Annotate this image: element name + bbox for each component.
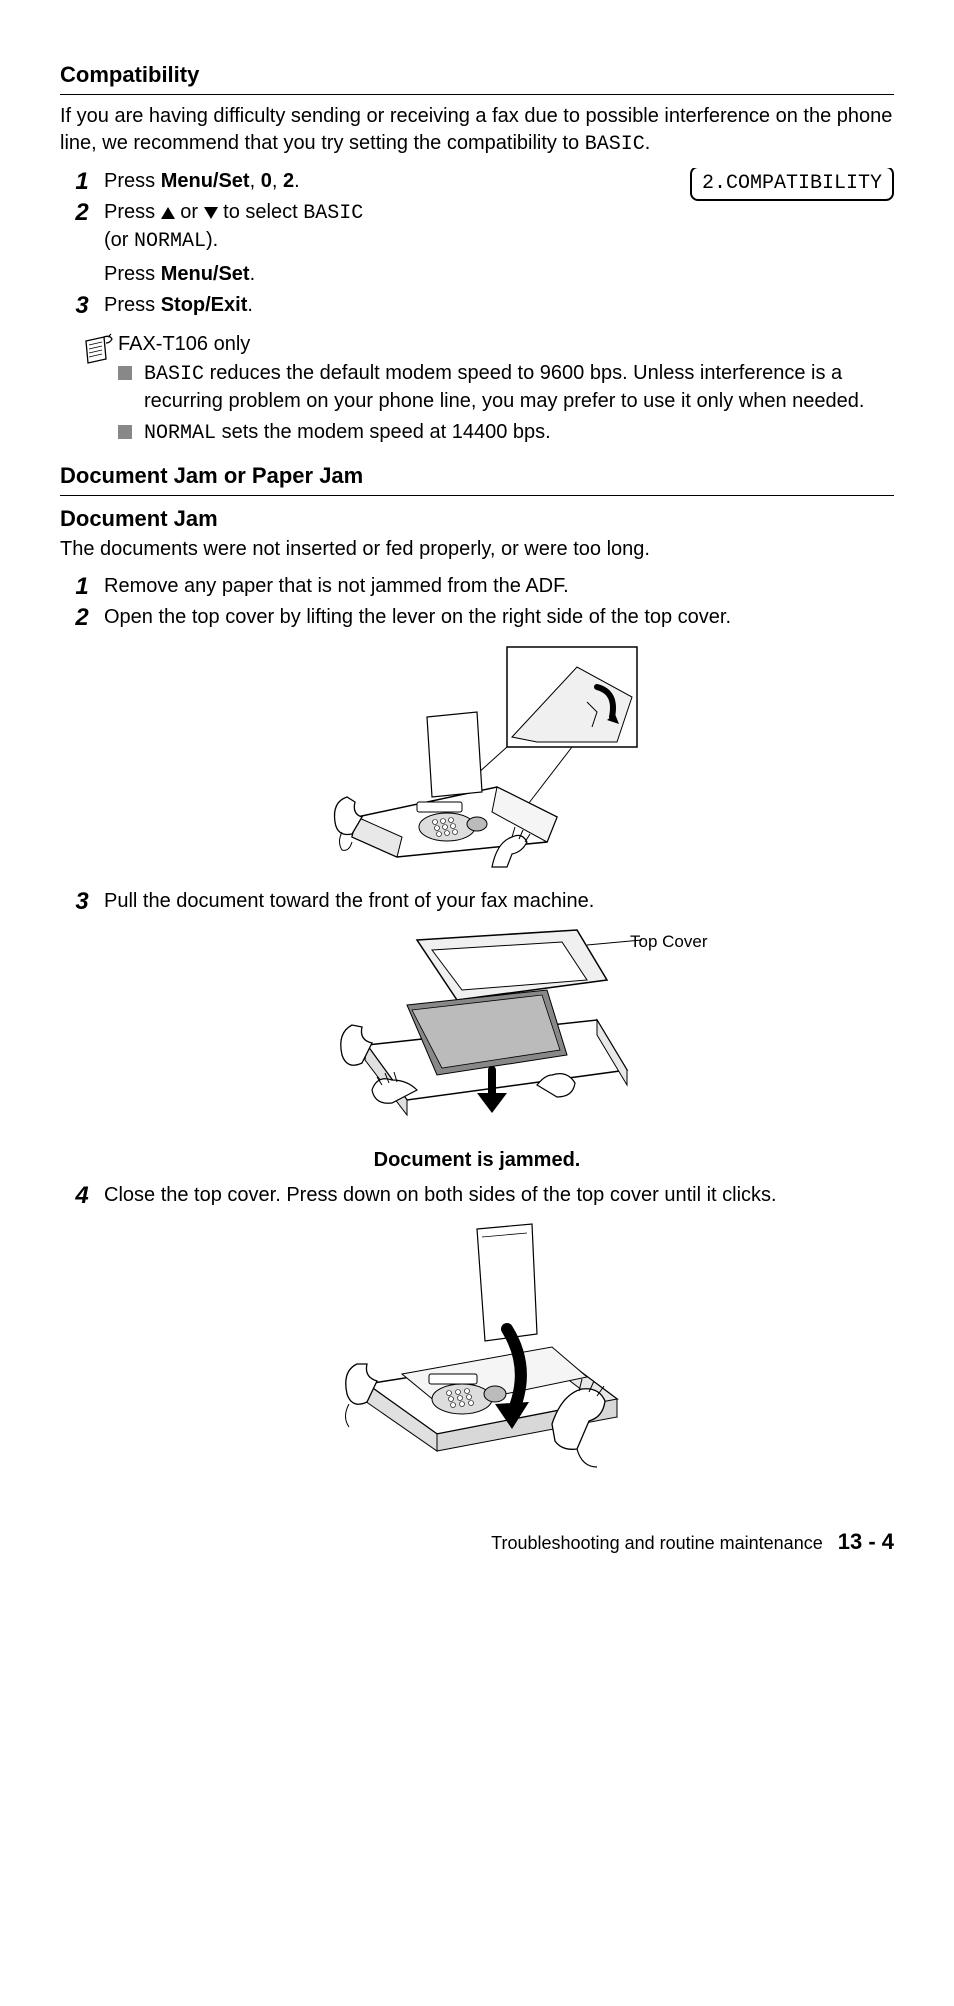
text: . bbox=[294, 170, 300, 192]
jam-intro: The documents were not inserted or fed p… bbox=[60, 536, 894, 563]
text: to select bbox=[218, 201, 304, 223]
note-block: FAX-T106 only BASIC reduces the default … bbox=[84, 331, 894, 451]
text: (or bbox=[104, 229, 134, 251]
step-2: 2 Open the top cover by lifting the leve… bbox=[60, 604, 894, 631]
text-mono: BASIC bbox=[585, 133, 645, 156]
bullet-text: BASIC reduces the default modem speed to… bbox=[144, 360, 894, 415]
illustration-2: Top Cover Document is jammed. bbox=[60, 925, 894, 1174]
bullet-text: NORMAL sets the modem speed at 14400 bps… bbox=[144, 419, 551, 447]
jam-steps-b: 3 Pull the document toward the front of … bbox=[60, 888, 894, 915]
text: sets the modem speed at 14400 bps. bbox=[216, 421, 551, 443]
top-cover-label: Top Cover bbox=[630, 931, 707, 954]
text: reduces the default modem speed to 9600 … bbox=[144, 362, 864, 412]
compat-intro: If you are having difficulty sending or … bbox=[60, 103, 894, 158]
step-number: 4 bbox=[60, 1182, 104, 1209]
illustration-caption: Document is jammed. bbox=[60, 1147, 894, 1174]
step-3: 3 Press Stop/Exit. bbox=[60, 292, 894, 319]
heading-compatibility: Compatibility bbox=[60, 60, 894, 95]
step-4: 4 Close the top cover. Press down on bot… bbox=[60, 1182, 894, 1209]
lcd-display: 2.COMPATIBILITY bbox=[690, 168, 894, 201]
bullet-icon bbox=[118, 425, 132, 439]
text-bold: Stop/Exit bbox=[161, 294, 248, 316]
list-item: NORMAL sets the modem speed at 14400 bps… bbox=[118, 419, 894, 447]
step-text: Press Stop/Exit. bbox=[104, 292, 894, 319]
step-1: 1 Press Menu/Set, 0, 2. bbox=[60, 168, 690, 195]
down-arrow-icon bbox=[204, 207, 218, 219]
text: Press bbox=[104, 294, 161, 316]
step-text: Press Menu/Set, 0, 2. bbox=[104, 168, 690, 195]
bullet-icon bbox=[118, 366, 132, 380]
text: If you are having difficulty sending or … bbox=[60, 105, 892, 154]
step-number: 1 bbox=[60, 168, 104, 195]
step-2: 2 Press or to select BASIC (or NORMAL). … bbox=[60, 199, 690, 288]
illustration-3 bbox=[60, 1219, 894, 1487]
text: ). bbox=[206, 229, 218, 251]
text-mono: BASIC bbox=[144, 363, 204, 386]
illustration-1 bbox=[60, 642, 894, 880]
up-arrow-icon bbox=[161, 207, 175, 219]
text: Press bbox=[104, 201, 161, 223]
step-text: Pull the document toward the front of yo… bbox=[104, 888, 894, 915]
note-icon bbox=[84, 331, 118, 375]
step-number: 1 bbox=[60, 573, 104, 600]
text-mono: BASIC bbox=[303, 202, 363, 225]
step-3: 3 Pull the document toward the front of … bbox=[60, 888, 894, 915]
text-mono: NORMAL bbox=[134, 230, 206, 253]
text-mono: NORMAL bbox=[144, 422, 216, 445]
page-footer: Troubleshooting and routine maintenance … bbox=[60, 1527, 894, 1557]
text: or bbox=[175, 201, 204, 223]
text-bold: Menu/Set bbox=[161, 263, 250, 285]
text-bold: 2 bbox=[283, 170, 294, 192]
text: . bbox=[645, 132, 651, 154]
footer-text: Troubleshooting and routine maintenance bbox=[491, 1533, 823, 1553]
step-number: 2 bbox=[60, 604, 104, 631]
subheading-doc-jam: Document Jam bbox=[60, 504, 894, 534]
step-1: 1 Remove any paper that is not jammed fr… bbox=[60, 573, 894, 600]
step-text: Press or to select BASIC (or NORMAL). Pr… bbox=[104, 199, 464, 288]
text: Press bbox=[104, 263, 161, 285]
text: , bbox=[272, 170, 283, 192]
step-number: 3 bbox=[60, 888, 104, 915]
jam-steps-c: 4 Close the top cover. Press down on bot… bbox=[60, 1182, 894, 1209]
text-bold: 0 bbox=[261, 170, 272, 192]
heading-jam: Document Jam or Paper Jam bbox=[60, 461, 894, 496]
list-item: BASIC reduces the default modem speed to… bbox=[118, 360, 894, 415]
step-text: Close the top cover. Press down on both … bbox=[104, 1182, 894, 1209]
note-bullets: BASIC reduces the default modem speed to… bbox=[118, 360, 894, 447]
text: . bbox=[247, 294, 253, 316]
step-text: Remove any paper that is not jammed from… bbox=[104, 573, 894, 600]
note-title: FAX-T106 only bbox=[118, 331, 894, 358]
text: , bbox=[250, 170, 261, 192]
page-number: 13 - 4 bbox=[838, 1529, 894, 1554]
step-number: 3 bbox=[60, 292, 104, 319]
step-number: 2 bbox=[60, 199, 104, 226]
text: . bbox=[250, 263, 256, 285]
text-bold: Menu/Set bbox=[161, 170, 250, 192]
note-content: FAX-T106 only BASIC reduces the default … bbox=[118, 331, 894, 451]
text: Press bbox=[104, 170, 161, 192]
step-text: Open the top cover by lifting the lever … bbox=[104, 604, 894, 631]
jam-steps-a: 1 Remove any paper that is not jammed fr… bbox=[60, 573, 894, 632]
